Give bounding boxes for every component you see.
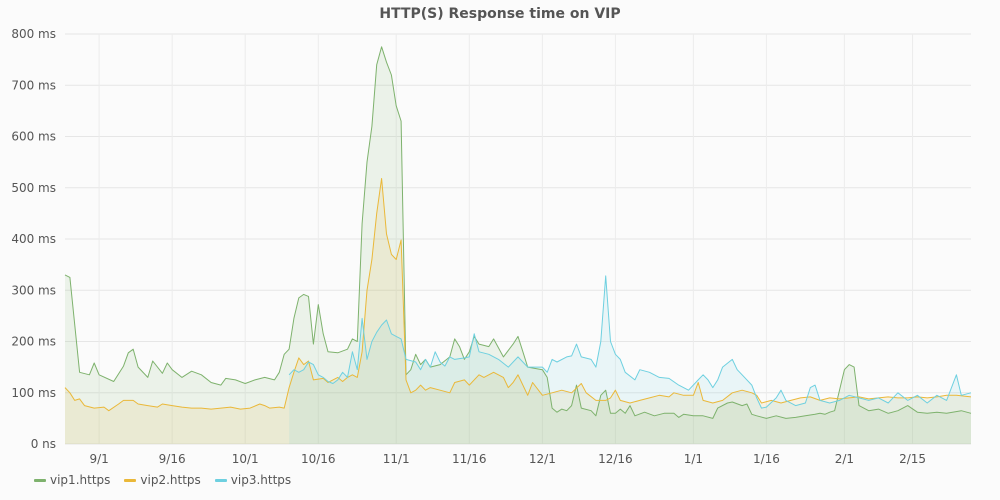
x-tick-label: 9/1 <box>89 452 108 466</box>
x-tick-label: 12/1 <box>529 452 556 466</box>
y-tick-label: 700 ms <box>11 78 56 92</box>
y-tick-label: 0 ns <box>31 437 56 451</box>
y-axis-ticks: 0 ns 100 ms 200 ms 300 ms 400 ms 500 ms 600 ms… <box>11 27 56 451</box>
y-tick-label: 100 ms <box>11 386 56 400</box>
gridlines <box>65 33 971 445</box>
x-tick-label: 10/16 <box>301 452 336 466</box>
x-tick-label: 2/1 <box>835 452 854 466</box>
series-line-vip3[interactable] <box>288 275 972 409</box>
legend-label-vip1: vip1.https <box>50 473 111 487</box>
y-tick-label: 300 ms <box>11 283 56 297</box>
series-area-vip1 <box>65 46 971 445</box>
legend-label-vip2: vip2.https <box>140 473 201 487</box>
legend-item-vip1[interactable]: vip1.https <box>34 473 110 487</box>
x-tick-label: 11/16 <box>452 452 487 466</box>
y-tick-label: 800 ms <box>11 27 56 41</box>
y-tick-label: 500 ms <box>11 181 56 195</box>
legend-swatch-vip3 <box>214 478 227 482</box>
series-lines <box>64 46 972 419</box>
x-axis-ticks: 9/1 9/16 10/1 10/16 11/1 11/16 12/1 12/16 1/1 1/1… <box>89 452 926 466</box>
series-fills <box>65 46 972 445</box>
x-tick-label: 10/1 <box>232 452 259 466</box>
x-tick-label: 12/16 <box>598 452 633 466</box>
legend-label-vip3: vip3.https <box>230 473 292 487</box>
x-tick-label: 9/16 <box>159 452 186 466</box>
x-tick-label: 1/16 <box>753 452 780 466</box>
chart-title: HTTP(S) Response time on VIP <box>379 6 621 22</box>
y-tick-label: 600 ms <box>11 130 56 144</box>
series-area-vip3 <box>289 275 972 444</box>
series-line-vip1[interactable] <box>64 46 972 419</box>
y-tick-label: 400 ms <box>11 232 56 246</box>
series-area-vip2 <box>65 178 971 444</box>
legend-item-vip2[interactable]: vip2.https <box>124 473 201 487</box>
legend-item-vip3[interactable]: vip3.https <box>214 473 292 487</box>
legend-swatch-vip2 <box>124 478 137 482</box>
y-tick-label: 200 ms <box>11 335 56 349</box>
x-tick-label: 2/15 <box>899 452 926 466</box>
legend: vip1.https vip2.https vip3.https <box>34 473 291 487</box>
legend-swatch-vip1 <box>34 478 46 482</box>
x-tick-label: 11/1 <box>383 452 410 466</box>
x-tick-label: 1/1 <box>684 452 703 466</box>
